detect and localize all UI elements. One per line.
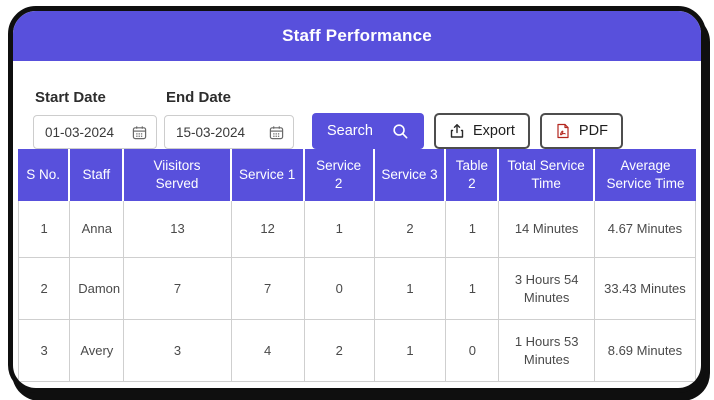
column-header: Viisitors Served (124, 149, 232, 201)
table-cell: 1 (374, 258, 447, 320)
table-cell: 3 Hours 54 Minutes (499, 258, 595, 320)
table-cell: Anna (70, 201, 125, 258)
table-cell: 4.67 Minutes (594, 201, 696, 258)
end-date-group: End Date 15-03-2024 (164, 89, 294, 149)
card-header: Staff Performance (13, 11, 701, 61)
pdf-file-icon (555, 123, 571, 139)
page-title: Staff Performance (282, 26, 432, 45)
end-date-input[interactable]: 15-03-2024 (164, 115, 294, 149)
table-cell: 13 (124, 201, 232, 258)
column-header: Table 2 (446, 149, 500, 201)
column-header: Service 1 (231, 149, 305, 201)
table-cell: 2 (304, 320, 375, 382)
filter-controls: Start Date 01-03-2024 End Date (13, 61, 701, 149)
table-cell: 1 (18, 201, 71, 258)
table-cell: 1 (304, 201, 375, 258)
column-header: Service 2 (304, 149, 375, 201)
search-button-label: Search (327, 123, 373, 139)
table-cell: 12 (231, 201, 305, 258)
column-header: S No. (18, 149, 71, 201)
export-button[interactable]: Export (434, 113, 530, 149)
table-row: 3 Avery 3 4 2 1 0 1 Hours 53 Minutes 8.69 Minute… (18, 320, 696, 382)
pdf-button-label: PDF (578, 123, 608, 139)
table-cell: 7 (124, 258, 232, 320)
table-cell: 1 Hours 53 Minutes (499, 320, 595, 382)
table-cell: Damon (70, 258, 125, 320)
start-date-group: Start Date 01-03-2024 (33, 89, 157, 149)
end-date-value: 15-03-2024 (176, 124, 246, 140)
pdf-button[interactable]: PDF (539, 113, 623, 149)
table-cell: 2 (18, 258, 71, 320)
table-cell: 0 (304, 258, 375, 320)
staff-performance-card: Staff Performance Start Date 01-03-2024 (8, 6, 706, 393)
staff-performance-table: S No. Staff Viisitors Served Service 1 Servi… (18, 149, 696, 382)
table-cell: 1 (446, 258, 500, 320)
start-date-value: 01-03-2024 (45, 124, 115, 140)
search-button[interactable]: Search (312, 113, 424, 149)
export-button-label: Export (473, 123, 515, 139)
calendar-icon[interactable] (269, 125, 284, 140)
table-cell: 4 (231, 320, 305, 382)
table-cell: 8.69 Minutes (594, 320, 696, 382)
table-cell: 1 (374, 320, 447, 382)
start-date-input[interactable]: 01-03-2024 (33, 115, 157, 149)
table-cell: 3 (18, 320, 71, 382)
column-header: Total Service Time (499, 149, 595, 201)
column-header: Staff (70, 149, 125, 201)
search-icon (392, 123, 409, 140)
table-cell: 33.43 Minutes (594, 258, 696, 320)
table-header-row: S No. Staff Viisitors Served Service 1 Servi… (18, 149, 696, 201)
table-cell: 3 (124, 320, 232, 382)
table-cell: 14 Minutes (499, 201, 595, 258)
table-cell: 7 (231, 258, 305, 320)
column-header: Service 3 (374, 149, 447, 201)
table-cell: 0 (446, 320, 500, 382)
upload-icon (449, 123, 465, 139)
table-cell: Avery (70, 320, 125, 382)
table-cell: 2 (374, 201, 447, 258)
column-header: Average Service Time (594, 149, 696, 201)
table-cell: 1 (446, 201, 500, 258)
calendar-icon[interactable] (132, 125, 147, 140)
start-date-label: Start Date (35, 89, 106, 106)
table-row: 1 Anna 13 12 1 2 1 14 Minutes 4.67 Minutes (18, 201, 696, 258)
table-row: 2 Damon 7 7 0 1 1 3 Hours 54 Minutes 33.43 Minut… (18, 258, 696, 320)
end-date-label: End Date (166, 89, 232, 106)
